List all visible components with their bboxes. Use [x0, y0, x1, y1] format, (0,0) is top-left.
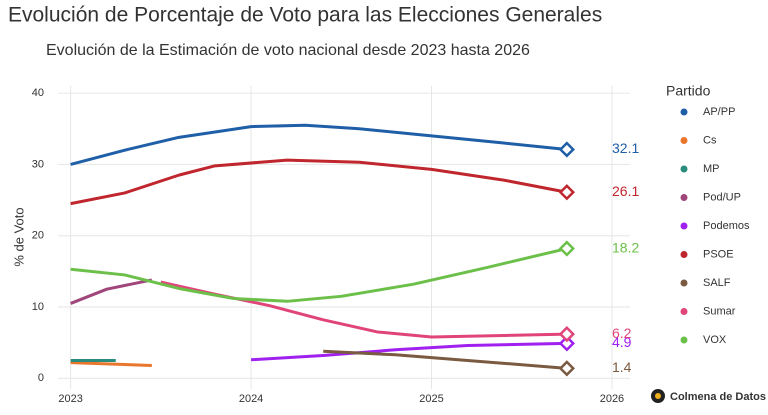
- legend-label: Pod/UP: [703, 191, 741, 203]
- trend-line: [70, 158, 568, 206]
- end-marker: [558, 184, 575, 201]
- trend-line: [323, 349, 567, 370]
- end-label: 6.2: [612, 325, 632, 341]
- y-axis-label: % de Voto: [11, 207, 26, 266]
- legend-label: MP: [703, 163, 720, 175]
- trend-line: [70, 123, 567, 166]
- legend-marker: [680, 279, 688, 287]
- legend-label: AP/PP: [703, 106, 735, 118]
- x-tick-label: 2026: [600, 393, 624, 405]
- end-label: 26.1: [612, 183, 639, 199]
- y-tick-label: 20: [32, 230, 44, 242]
- credit: Colmena de Datos: [670, 391, 766, 403]
- chart-subtitle: Evolución de la Estimación de voto nacio…: [46, 42, 530, 59]
- legend-marker: [680, 308, 688, 315]
- y-tick-label: 10: [32, 301, 44, 313]
- end-label: 1.4: [612, 359, 632, 375]
- legend-label: PSOE: [703, 248, 734, 260]
- x-tick-label: 2025: [419, 393, 443, 405]
- trend-line: [70, 247, 568, 303]
- end-label: 18.2: [612, 239, 639, 255]
- credit-logo-dot: [655, 393, 661, 399]
- legend-label: VOX: [703, 334, 727, 346]
- legend-marker: [680, 165, 688, 173]
- legend-marker: [680, 251, 688, 258]
- trend-line: [70, 361, 152, 367]
- legend-label: Cs: [703, 134, 717, 146]
- trend-line: [70, 278, 153, 305]
- legend-label: Podemos: [703, 220, 750, 232]
- legend-marker: [680, 336, 688, 344]
- legend-label: Sumar: [703, 305, 736, 317]
- legend-marker: [680, 222, 688, 230]
- trend-line: [250, 341, 567, 362]
- trend-line: [160, 280, 567, 339]
- end-label: 32.1: [612, 140, 639, 156]
- end-marker: [558, 325, 575, 343]
- y-tick-label: 40: [32, 87, 44, 99]
- legend-marker: [680, 137, 688, 144]
- end-marker: [558, 141, 575, 158]
- end-marker: [558, 360, 575, 377]
- end-label: 4.9: [612, 334, 632, 350]
- legend-marker: [680, 108, 688, 116]
- legend-marker: [680, 194, 688, 201]
- end-marker: [558, 240, 575, 257]
- legend-title: Partido: [666, 83, 711, 99]
- y-tick-label: 0: [38, 372, 44, 384]
- chart-title: Evolución de Porcentaje de Voto para las…: [8, 4, 602, 27]
- legend-label: SALF: [703, 277, 731, 289]
- end-marker: [558, 335, 575, 352]
- y-tick-label: 30: [32, 158, 44, 170]
- x-tick-label: 2024: [239, 393, 263, 405]
- x-tick-label: 2023: [58, 393, 82, 405]
